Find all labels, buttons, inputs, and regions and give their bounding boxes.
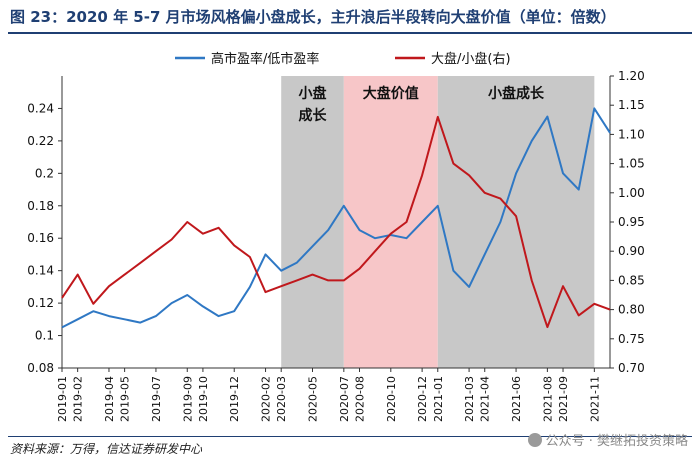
region-label-3-1: 小盘成长 <box>488 85 545 102</box>
right-tick-label-4: 0.90 <box>618 244 645 258</box>
right-tick-label-9: 1.15 <box>618 98 645 112</box>
title-rule <box>8 32 692 34</box>
x-tick-label-16: 2021-03 <box>463 376 476 422</box>
source-note: 资料来源：万得，信达证券研发中心 <box>10 442 203 456</box>
left-tick-label-0: 0.08 <box>27 361 54 375</box>
left-tick-label-2: 0.12 <box>27 296 54 310</box>
x-tick-label-8: 2020-02 <box>260 376 273 422</box>
region-label-2-1: 大盘价值 <box>363 85 419 102</box>
series-line-1 <box>61 107 611 329</box>
legend-label-2: 大盘/小盘(右) <box>431 51 511 67</box>
region-label-1-1: 小盘 <box>299 85 327 102</box>
x-tick-label-14: 2020-12 <box>416 376 429 422</box>
figure-title: 图 23：2020 年 5-7 月市场风格偏小盘成长，主升浪后半段转向大盘价值（… <box>10 8 616 26</box>
right-tick-label-2: 0.80 <box>618 303 645 317</box>
region-label-1-2: 成长 <box>299 107 328 124</box>
watermark: 公众号 · 樊继拓投资策略 <box>527 430 688 449</box>
x-tick-label-18: 2021-06 <box>510 376 523 422</box>
series-line-2 <box>61 115 611 329</box>
right-tick-label-6: 1.00 <box>618 186 645 200</box>
left-tick-label-7: 0.22 <box>27 134 54 148</box>
watermark-text: 公众号 · 樊继拓投资策略 <box>545 434 688 449</box>
x-tick-label-15: 2021-01 <box>432 376 445 422</box>
right-tick-label-0: 0.70 <box>618 361 645 375</box>
x-tick-label-20: 2021-09 <box>557 376 570 422</box>
title-bar: 图 23：2020 年 5-7 月市场风格偏小盘成长，主升浪后半段转向大盘价值（… <box>0 0 700 30</box>
source-rule <box>8 436 692 437</box>
x-tick-label-5: 2019-09 <box>181 376 194 422</box>
x-tick-label-13: 2020-10 <box>385 376 398 422</box>
x-tick-label-2: 2019-04 <box>103 376 116 422</box>
left-tick-label-3: 0.14 <box>27 264 54 278</box>
x-tick-label-7: 2019-12 <box>228 376 241 422</box>
wechat-icon <box>527 432 542 447</box>
right-tick-label-8: 1.10 <box>618 127 645 141</box>
left-tick-label-1: 0.1 <box>35 329 54 343</box>
x-tick-label-10: 2020-05 <box>307 376 320 422</box>
left-tick-label-8: 0.24 <box>27 101 54 115</box>
x-tick-label-3: 2019-05 <box>119 376 132 422</box>
shaded-region-2 <box>343 76 438 368</box>
x-tick-label-17: 2021-04 <box>479 376 492 422</box>
x-tick-label-21: 2021-11 <box>588 376 601 422</box>
x-tick-label-1: 2019-02 <box>72 376 85 422</box>
x-tick-label-0: 2019-01 <box>56 376 69 422</box>
right-tick-label-3: 0.85 <box>618 273 645 287</box>
right-tick-label-7: 1.05 <box>618 157 645 171</box>
left-tick-label-4: 0.16 <box>27 231 54 245</box>
right-tick-label-1: 0.75 <box>618 332 645 346</box>
x-tick-label-4: 2019-07 <box>150 376 163 422</box>
right-tick-label-5: 0.95 <box>618 215 645 229</box>
x-tick-label-19: 2021-08 <box>541 376 554 422</box>
x-tick-label-11: 2020-07 <box>338 376 351 422</box>
shaded-region-3 <box>437 76 595 368</box>
x-tick-label-12: 2020-08 <box>353 376 366 422</box>
x-tick-label-9: 2020-03 <box>275 376 288 422</box>
right-tick-label-10: 1.20 <box>618 69 645 83</box>
left-tick-label-6: 0.2 <box>35 166 54 180</box>
left-tick-label-5: 0.18 <box>27 199 54 213</box>
legend-label-1: 高市盈率/低市盈率 <box>211 51 319 67</box>
x-tick-label-6: 2019-10 <box>197 376 210 422</box>
